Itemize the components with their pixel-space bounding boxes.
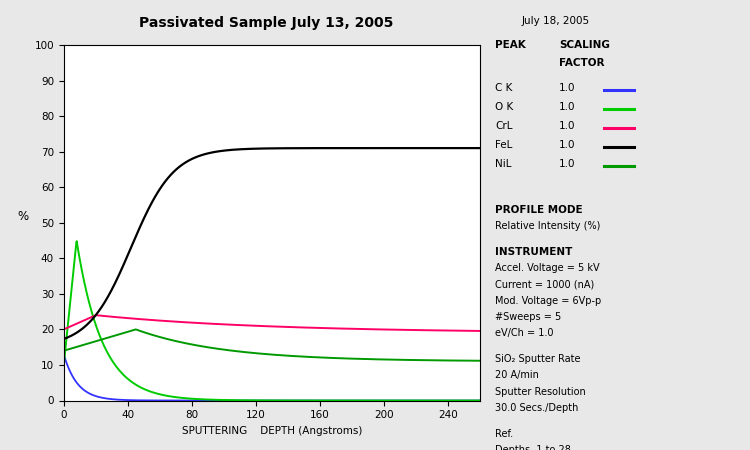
Text: FeL: FeL bbox=[495, 140, 512, 150]
Text: Relative Intensity (%): Relative Intensity (%) bbox=[495, 221, 600, 231]
Text: SCALING: SCALING bbox=[559, 40, 610, 50]
Text: July 18, 2005: July 18, 2005 bbox=[521, 16, 590, 26]
Text: SiO₂ Sputter Rate: SiO₂ Sputter Rate bbox=[495, 354, 580, 364]
Text: C K: C K bbox=[495, 83, 512, 93]
Text: eV/Ch = 1.0: eV/Ch = 1.0 bbox=[495, 328, 554, 338]
Text: 30.0 Secs./Depth: 30.0 Secs./Depth bbox=[495, 403, 578, 413]
Text: FACTOR: FACTOR bbox=[559, 58, 604, 68]
Text: PEAK: PEAK bbox=[495, 40, 526, 50]
Text: O K: O K bbox=[495, 102, 513, 112]
X-axis label: SPUTTERING    DEPTH (Angstroms): SPUTTERING DEPTH (Angstroms) bbox=[182, 426, 362, 436]
Text: 20 A/min: 20 A/min bbox=[495, 370, 538, 380]
Text: NiL: NiL bbox=[495, 159, 512, 169]
Text: #Sweeps = 5: #Sweeps = 5 bbox=[495, 312, 561, 322]
Text: Accel. Voltage = 5 kV: Accel. Voltage = 5 kV bbox=[495, 263, 600, 273]
Text: Mod. Voltage = 6Vp-p: Mod. Voltage = 6Vp-p bbox=[495, 296, 602, 306]
Text: 1.0: 1.0 bbox=[559, 140, 575, 150]
Text: PROFILE MODE: PROFILE MODE bbox=[495, 205, 583, 215]
Text: INSTRUMENT: INSTRUMENT bbox=[495, 247, 572, 257]
Text: 1.0: 1.0 bbox=[559, 83, 575, 93]
Text: 1.0: 1.0 bbox=[559, 159, 575, 169]
Text: Depths  1 to 28: Depths 1 to 28 bbox=[495, 445, 571, 450]
Text: Passivated Sample July 13, 2005: Passivated Sample July 13, 2005 bbox=[139, 16, 394, 30]
Text: Ref.: Ref. bbox=[495, 429, 513, 439]
Text: Sputter Resolution: Sputter Resolution bbox=[495, 387, 586, 396]
Text: 1.0: 1.0 bbox=[559, 121, 575, 131]
Text: CrL: CrL bbox=[495, 121, 512, 131]
Text: 1.0: 1.0 bbox=[559, 102, 575, 112]
Text: Current = 1000 (nA): Current = 1000 (nA) bbox=[495, 279, 594, 289]
Y-axis label: %: % bbox=[18, 210, 28, 223]
